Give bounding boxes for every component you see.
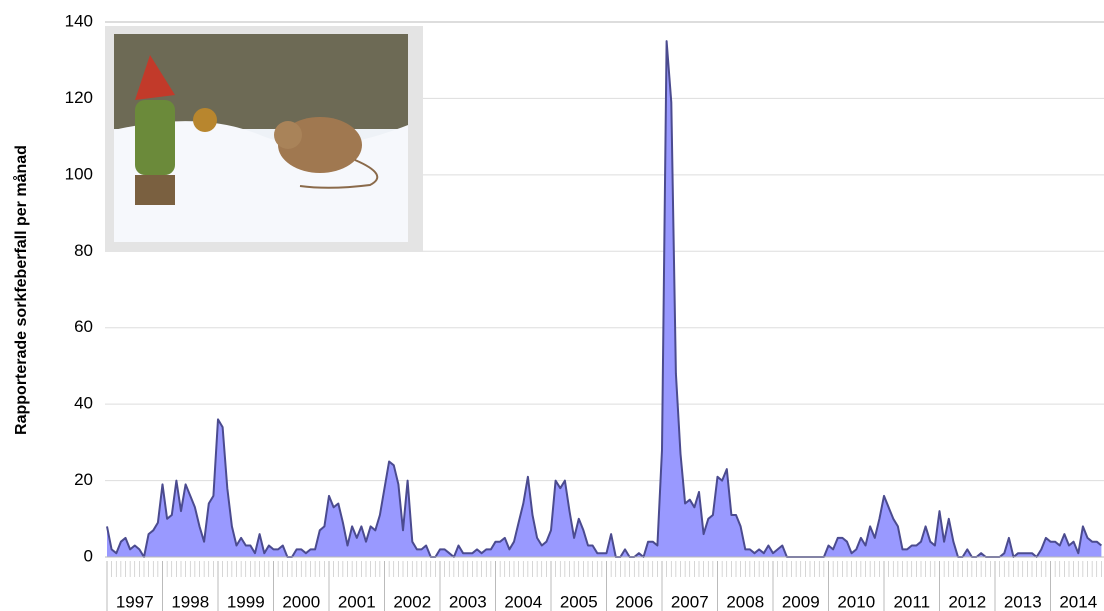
y-tick-label: 80 [74, 241, 93, 260]
x-tick-label: 1997 [116, 592, 154, 611]
gnome-legs [135, 175, 175, 205]
nut [193, 108, 217, 132]
x-tick-label: 2006 [615, 592, 653, 611]
mouse-tail [299, 159, 379, 189]
x-tick-label: 2001 [338, 592, 376, 611]
x-tick-label: 2007 [671, 592, 709, 611]
y-tick-label: 140 [65, 11, 93, 30]
x-tick-label: 2011 [893, 592, 930, 611]
gnome-body [135, 100, 175, 175]
x-tick-label: 2000 [282, 592, 320, 611]
area-line [106, 40, 1103, 558]
x-tick-label: 2014 [1059, 592, 1097, 611]
mouse-head [274, 121, 302, 149]
x-tick-label: 1998 [171, 592, 209, 611]
x-tick-label: 2002 [393, 592, 431, 611]
x-tick-label: 2005 [560, 592, 598, 611]
y-tick-label: 40 [74, 394, 93, 413]
illustration [105, 26, 423, 252]
x-tick-label: 1999 [227, 592, 265, 611]
x-tick-label: 2009 [782, 592, 820, 611]
gnome-hat [135, 55, 175, 100]
x-tick-label: 2008 [726, 592, 764, 611]
x-tick-label: 2013 [1004, 592, 1042, 611]
x-tick-label: 2003 [449, 592, 487, 611]
y-tick-label: 120 [65, 88, 93, 107]
x-tick-label: 2012 [948, 592, 986, 611]
y-tick-label: 100 [65, 164, 93, 183]
y-tick-label: 0 [84, 546, 93, 565]
y-tick-label: 20 [74, 470, 93, 489]
y-tick-label: 60 [74, 317, 93, 336]
y-axis-label: Rapporterade sorkfeberfall per månad [12, 145, 30, 435]
x-tick-label: 2004 [504, 592, 542, 611]
x-tick-label: 2010 [837, 592, 875, 611]
